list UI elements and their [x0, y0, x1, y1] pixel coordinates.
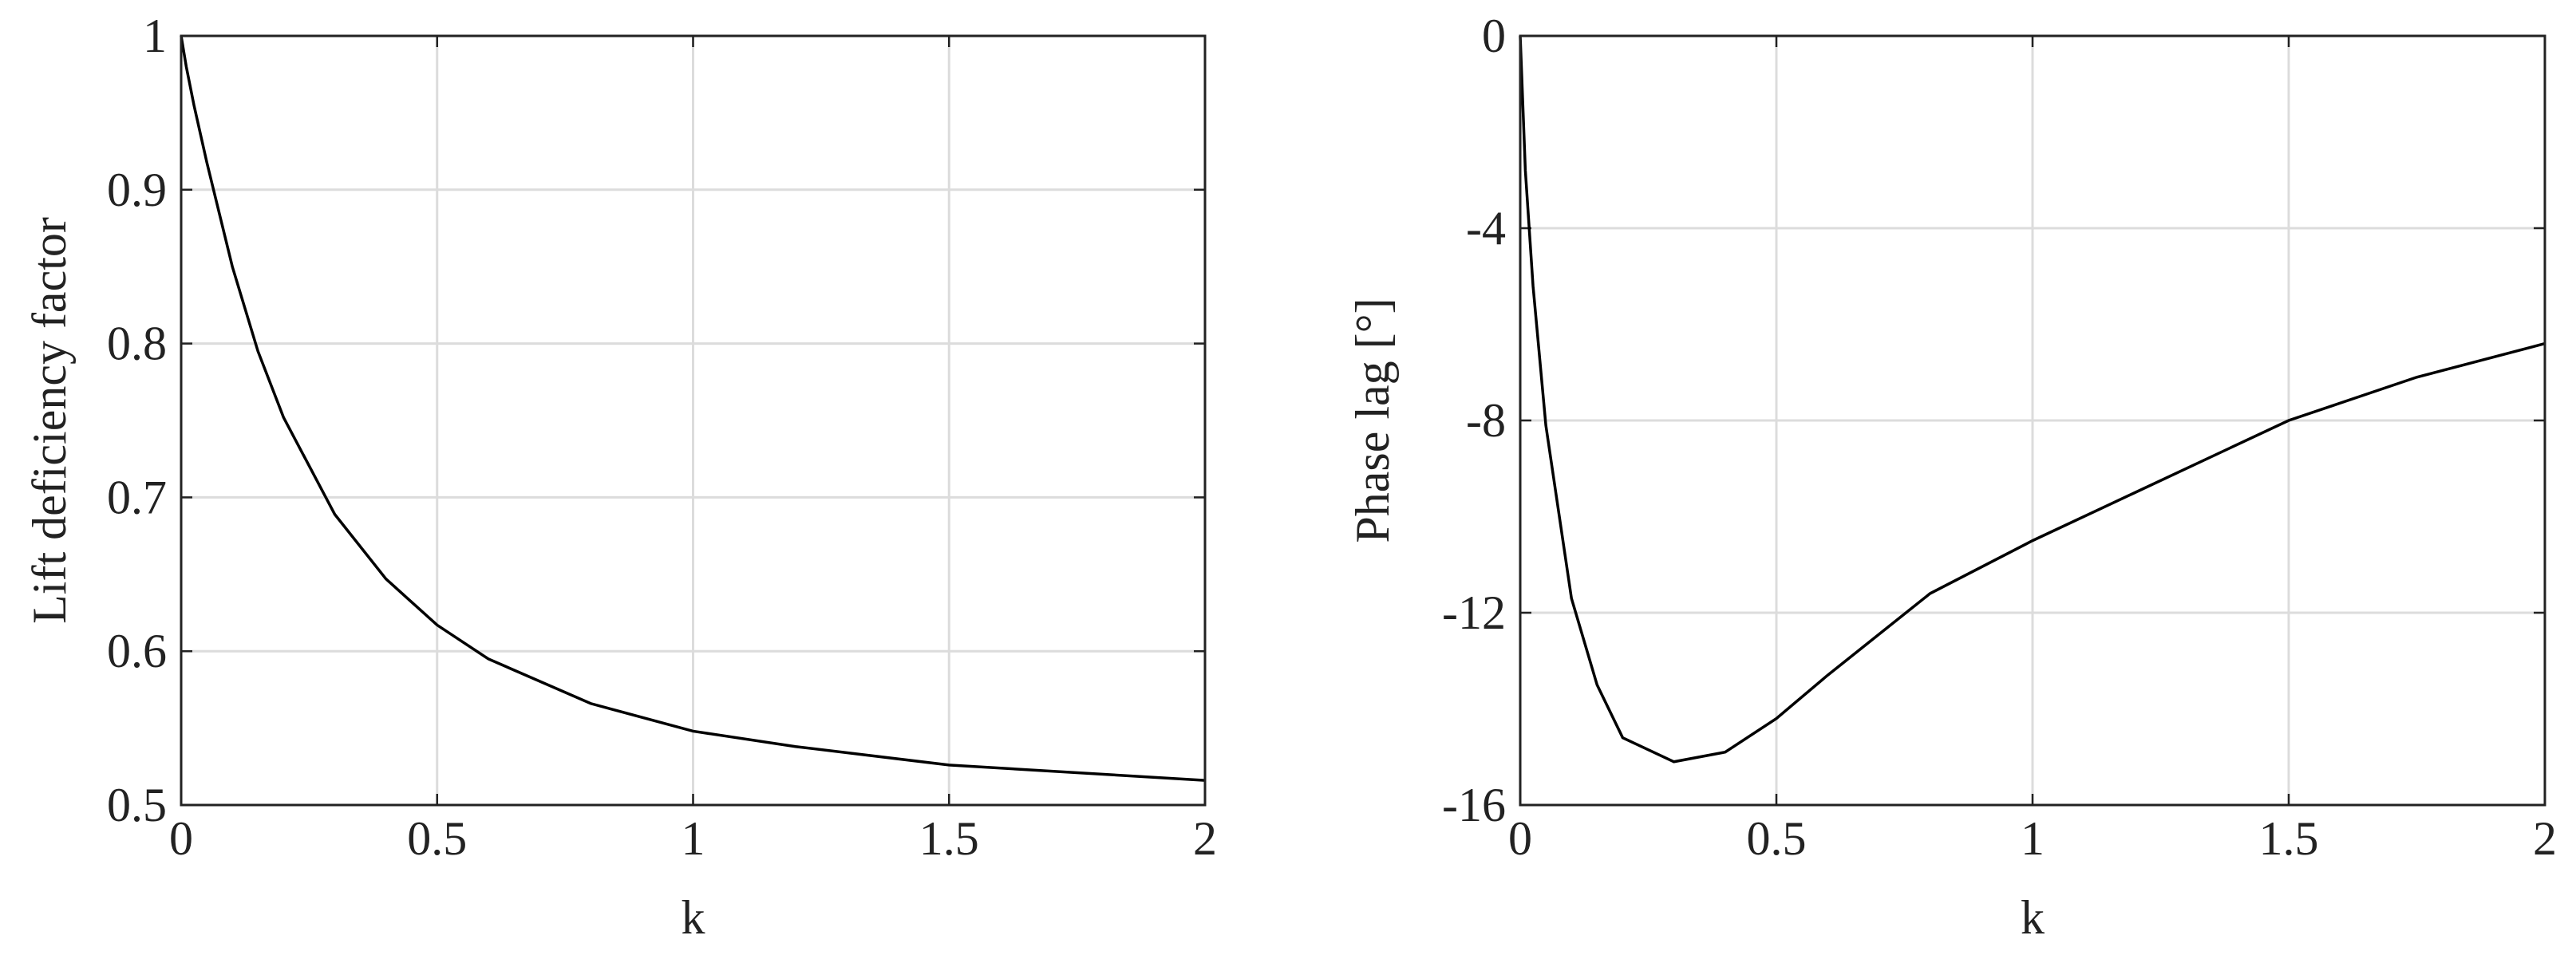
x-tick-label: 1.5	[919, 812, 979, 865]
y-tick-label: 0.5	[107, 779, 167, 831]
y-axis-label: Phase lag [°]	[1346, 298, 1399, 543]
axes-box	[1519, 34, 2546, 807]
y-tick-label: -4	[1466, 202, 1506, 255]
y-tick-label: -12	[1442, 586, 1506, 639]
x-tick-label: 0	[1508, 812, 1532, 865]
y-tick-label: 0.6	[107, 625, 167, 677]
y-axis-label: Lift deficiency factor	[23, 217, 76, 624]
x-axis-label: k	[682, 891, 705, 944]
data-line	[1519, 35, 2546, 764]
y-tick-label: 1	[143, 10, 167, 62]
y-tick-label: 0.9	[107, 164, 167, 216]
x-tick-label: 0.5	[1747, 812, 1807, 865]
y-tick-label: 0.7	[107, 471, 167, 523]
axes-box	[180, 34, 1207, 807]
x-axis-label: k	[2021, 891, 2045, 944]
x-tick-label: 2	[2533, 812, 2557, 865]
y-tick-label: -16	[1442, 779, 1506, 831]
y-tick-label: 0.8	[107, 318, 167, 370]
y-tick-label: -8	[1466, 394, 1506, 447]
x-tick-label: 1	[682, 812, 705, 865]
y-tick-label: 0	[1482, 10, 1506, 62]
x-tick-label: 1	[2021, 812, 2045, 865]
x-tick-label: 0	[169, 812, 193, 865]
x-tick-label: 2	[1193, 812, 1217, 865]
x-tick-label: 1.5	[2259, 812, 2319, 865]
data-line	[180, 35, 1206, 782]
x-tick-label: 0.5	[407, 812, 467, 865]
